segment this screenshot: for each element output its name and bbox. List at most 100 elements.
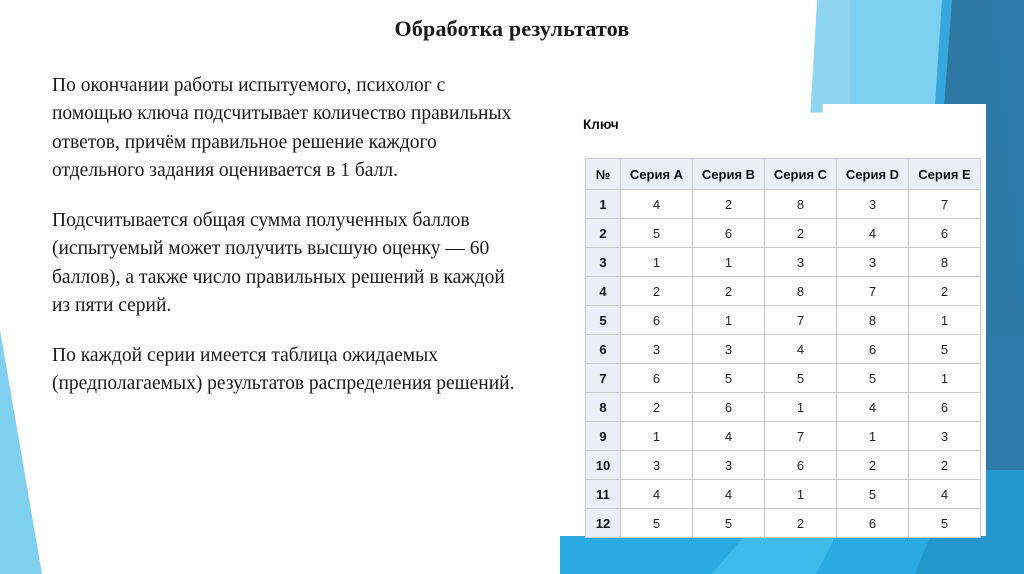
table-cell-rownum: 1 [585, 189, 621, 219]
table-cell-value: 4 [764, 334, 837, 364]
column-header-series-a: Серия A [620, 158, 693, 190]
table-cell-value: 4 [620, 479, 693, 509]
table-cell-rownum: 5 [585, 305, 621, 335]
table-cell-value: 6 [908, 218, 981, 248]
table-cell-value: 7 [764, 305, 837, 335]
body-text-column: По окончании работы испытуемого, психоло… [52, 72, 522, 399]
table-cell-value: 5 [836, 363, 909, 393]
column-header-series-e: Серия E [908, 158, 981, 190]
table-cell-value: 3 [692, 334, 765, 364]
column-header-series-d: Серия D [836, 158, 909, 190]
table-cell-rownum: 6 [585, 334, 621, 364]
table-cell-value: 6 [764, 450, 837, 480]
column-header-series-c: Серия C [764, 158, 837, 190]
table-cell-value: 8 [764, 189, 837, 219]
table-cell-value: 6 [836, 508, 909, 538]
table-cell-value: 7 [908, 189, 981, 219]
key-table-head: № Серия A Серия B Серия C Серия D Серия … [585, 158, 981, 190]
table-cell-value: 2 [764, 218, 837, 248]
table-cell-value: 4 [836, 392, 909, 422]
table-cell-rownum: 9 [585, 421, 621, 451]
table-cell-value: 3 [620, 450, 693, 480]
table-cell-value: 2 [692, 189, 765, 219]
table-cell-value: 5 [692, 363, 765, 393]
table-cell-value: 2 [620, 392, 693, 422]
table-cell-value: 4 [908, 479, 981, 509]
table-cell-value: 7 [764, 421, 837, 451]
table-cell-value: 5 [620, 218, 693, 248]
table-cell-value: 6 [620, 305, 693, 335]
column-header-number: № [585, 158, 621, 190]
table-header-row: № Серия A Серия B Серия C Серия D Серия … [585, 158, 981, 190]
table-cell-value: 8 [836, 305, 909, 335]
column-header-series-b: Серия B [692, 158, 765, 190]
table-cell-value: 3 [836, 189, 909, 219]
table-cell-value: 5 [908, 334, 981, 364]
table-cell-value: 6 [692, 392, 765, 422]
table-cell-value: 8 [908, 247, 981, 277]
table-cell-value: 1 [620, 421, 693, 451]
body-paragraph-2: Подсчитывается общая сумма полученных ба… [52, 210, 505, 316]
table-cell-value: 2 [908, 450, 981, 480]
table-cell-value: 1 [692, 247, 765, 277]
table-cell-rownum: 7 [585, 363, 621, 393]
table-cell-value: 2 [620, 276, 693, 306]
table-cell-value: 5 [836, 479, 909, 509]
table-cell-value: 2 [764, 508, 837, 538]
table-cell-value: 2 [692, 276, 765, 306]
table-cell-value: 6 [692, 218, 765, 248]
key-table-label: Ключ [583, 117, 619, 132]
table-cell-value: 3 [620, 334, 693, 364]
table-cell-value: 5 [620, 508, 693, 538]
table-cell-value: 1 [692, 305, 765, 335]
table-cell-rownum: 4 [585, 276, 621, 306]
table-cell-rownum: 8 [585, 392, 621, 422]
table-cell-value: 1 [836, 421, 909, 451]
table-cell-value: 1 [620, 247, 693, 277]
table-cell-value: 5 [764, 363, 837, 393]
table-row: 11 4 4 1 5 4 [585, 479, 981, 509]
table-cell-value: 2 [908, 276, 981, 306]
table-cell-value: 4 [692, 421, 765, 451]
table-cell-value: 6 [620, 363, 693, 393]
table-cell-value: 4 [692, 479, 765, 509]
table-cell-value: 1 [764, 479, 837, 509]
table-cell-value: 1 [764, 392, 837, 422]
table-cell-value: 5 [692, 508, 765, 538]
table-cell-rownum: 3 [585, 247, 621, 277]
table-cell-rownum: 10 [585, 450, 621, 480]
table-cell-value: 4 [620, 189, 693, 219]
table-cell-value: 5 [908, 508, 981, 538]
table-cell-value: 7 [836, 276, 909, 306]
table-cell-value: 6 [908, 392, 981, 422]
table-cell-value: 4 [836, 218, 909, 248]
key-table: № Серия A Серия B Серия C Серия D Серия … [585, 158, 981, 538]
body-paragraph-3: По каждой серии имеется таблица ожидаемы… [52, 345, 515, 395]
table-cell-value: 1 [908, 305, 981, 335]
table-cell-value: 3 [908, 421, 981, 451]
table-cell-value: 2 [836, 450, 909, 480]
decor-shape-bottom-left-triangle [0, 330, 42, 574]
table-cell-rownum: 2 [585, 218, 621, 248]
table-cell-rownum: 12 [585, 508, 621, 538]
key-table-container: № Серия A Серия B Серия C Серия D Серия … [585, 158, 981, 538]
table-cell-value: 1 [908, 363, 981, 393]
page-title: Обработка результатов [394, 16, 630, 41]
body-paragraph-1: По окончании работы испытуемого, психоло… [52, 75, 512, 181]
table-row: 10 3 3 6 2 2 [585, 450, 981, 480]
table-row: 12 5 5 2 6 5 [585, 508, 981, 538]
table-cell-value: 3 [692, 450, 765, 480]
table-cell-value: 6 [836, 334, 909, 364]
table-cell-value: 3 [836, 247, 909, 277]
table-cell-value: 8 [764, 276, 837, 306]
